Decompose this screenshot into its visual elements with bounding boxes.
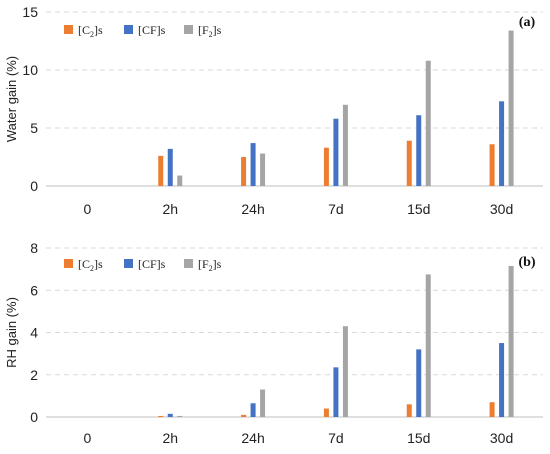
bar: [323, 408, 329, 417]
bar: [333, 118, 339, 186]
legend-swatch: [64, 25, 73, 34]
bar: [177, 175, 183, 186]
y-tick-label: 15: [22, 4, 38, 20]
x-tick-label: 7d: [328, 430, 344, 446]
panel-label: (a): [519, 15, 536, 30]
bar: [342, 104, 348, 186]
legend-swatch: [124, 259, 133, 268]
bar: [489, 144, 495, 186]
y-tick-label: 8: [30, 240, 38, 256]
x-tick-label: 2h: [162, 430, 178, 446]
legend-swatch: [184, 25, 193, 34]
legend-label: [CF]s: [138, 257, 166, 271]
bar: [241, 414, 247, 417]
legend-swatch: [184, 259, 193, 268]
bar: [323, 147, 329, 186]
y-axis-label: Water gain (%): [4, 56, 19, 142]
bar: [167, 148, 173, 186]
y-tick-label: 5: [30, 120, 38, 136]
bar: [250, 143, 256, 186]
y-tick-label: 0: [30, 178, 38, 194]
chart-panel-a: 0 5 10 15 Water gain (%) 0 2h 24h 7d 15d 30d [C2]s […: [4, 4, 543, 217]
bar: [489, 402, 495, 417]
bar: [406, 140, 412, 186]
legend-swatch: [64, 259, 73, 268]
panel-label: (b): [518, 255, 535, 270]
bar: [250, 403, 256, 417]
x-tick-label: 2h: [162, 201, 178, 217]
legend-swatch: [124, 25, 133, 34]
legend-label: [C2]s: [78, 257, 103, 273]
bar: [260, 153, 266, 186]
legend-label: [F2]s: [198, 257, 222, 273]
y-axis-label: RH gain (%): [4, 297, 19, 368]
bar: [241, 157, 247, 186]
legend-label: [F2]s: [198, 23, 222, 39]
bar: [158, 415, 164, 417]
x-tick-label: 15d: [407, 430, 430, 446]
y-tick-label: 2: [30, 367, 38, 383]
bar: [499, 343, 505, 417]
x-tick-label: 30d: [490, 201, 513, 217]
x-tick-label: 24h: [241, 201, 264, 217]
bar: [333, 367, 339, 417]
x-tick-label: 24h: [241, 430, 264, 446]
x-tick-label: 7d: [328, 201, 344, 217]
bar: [167, 413, 173, 417]
bar: [508, 30, 514, 187]
x-tick-label: 15d: [407, 201, 430, 217]
y-tick-label: 4: [30, 325, 38, 341]
y-tick-label: 0: [30, 409, 38, 425]
y-tick-label: 10: [22, 62, 38, 78]
legend-label: [CF]s: [138, 23, 166, 37]
chart-panel-b: 0 2 4 6 8 RH gain (%) 0 2h 24h 7d 15d 30d [C2]s [CF]s…: [4, 240, 543, 446]
bar: [342, 326, 348, 417]
bar: [416, 349, 422, 417]
bar: [158, 155, 164, 186]
bar: [508, 265, 514, 417]
bar: [425, 60, 431, 186]
bar: [499, 101, 505, 186]
bar: [260, 389, 266, 417]
bar: [425, 274, 431, 417]
x-tick-label: 0: [84, 201, 92, 217]
bar: [177, 415, 183, 417]
y-tick-label: 6: [30, 282, 38, 298]
x-tick-label: 0: [84, 430, 92, 446]
bar: [406, 404, 412, 417]
legend-label: [C2]s: [78, 23, 103, 39]
x-tick-label: 30d: [490, 430, 513, 446]
bar: [416, 115, 422, 186]
